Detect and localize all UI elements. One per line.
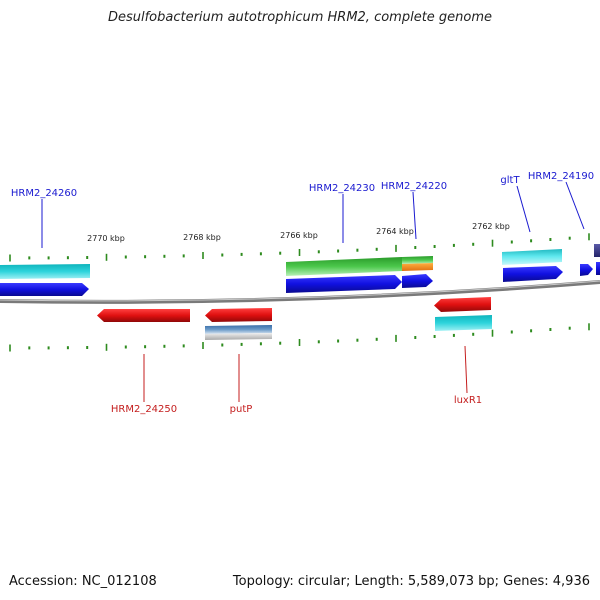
genome-backbone (0, 280, 600, 304)
feature-cyan-luxR1[interactable] (435, 315, 492, 331)
upper-tick-track (9, 233, 590, 262)
feature-blue-24230[interactable] (286, 275, 402, 293)
feature-cyan-left[interactable] (0, 264, 90, 279)
gene-label-hrm2-24250[interactable]: HRM2_24250 (111, 404, 177, 415)
scale-label-2768: 2768 kbp (183, 233, 221, 242)
feature-blue-left[interactable] (0, 283, 89, 296)
scale-labels: 2770 kbp 2768 kbp 2766 kbp 2764 kbp 2762… (87, 222, 510, 243)
feature-red-luxR1[interactable] (434, 297, 491, 312)
feature-blue-24220[interactable] (402, 274, 433, 288)
feature-green-24220[interactable] (402, 256, 433, 264)
map-title: Desulfobacterium autotrophicum HRM2, com… (107, 10, 493, 25)
feature-orange-24220[interactable] (402, 263, 433, 271)
gene-label-gltT[interactable]: gltT (500, 175, 520, 186)
scale-label-2764: 2764 kbp (376, 227, 414, 236)
feature-navy-edge[interactable] (594, 244, 600, 257)
feature-blue-gltT[interactable] (503, 266, 563, 282)
forward-strand-features (0, 244, 600, 296)
gene-label-hrm2-24220[interactable]: HRM2_24220 (381, 181, 447, 192)
scale-label-2770: 2770 kbp (87, 234, 125, 243)
gene-label-luxR1[interactable]: luxR1 (454, 395, 482, 406)
feature-gray-putP[interactable] (205, 333, 272, 340)
feature-red-putP[interactable] (205, 308, 272, 322)
upper-gene-labels: HRM2_24260 HRM2_24230 HRM2_24220 gltT HR… (11, 171, 594, 199)
gene-label-hrm2-24190[interactable]: HRM2_24190 (528, 171, 594, 182)
gene-label-hrm2-24260[interactable]: HRM2_24260 (11, 188, 77, 199)
feature-blue-24190[interactable] (580, 264, 593, 276)
feature-red-24250[interactable] (97, 309, 190, 322)
gene-label-putP[interactable]: putP (230, 404, 253, 415)
feature-blue-edge[interactable] (596, 262, 600, 275)
scale-label-2766: 2766 kbp (280, 231, 318, 240)
feature-steel-putP[interactable] (205, 325, 272, 334)
feature-cyan-gltT[interactable] (502, 249, 562, 265)
accession-text: Accession: NC_012108 (9, 574, 157, 589)
feature-green-24230[interactable] (286, 257, 402, 276)
reverse-strand-features (97, 297, 492, 340)
label-leader-lines (41, 181, 585, 402)
lower-gene-labels: HRM2_24250 putP luxR1 (111, 395, 482, 415)
gene-label-hrm2-24230[interactable]: HRM2_24230 (309, 183, 375, 194)
lower-tick-track (9, 323, 590, 352)
scale-label-2762: 2762 kbp (472, 222, 510, 231)
genome-summary-text: Topology: circular; Length: 5,589,073 bp… (232, 574, 590, 589)
